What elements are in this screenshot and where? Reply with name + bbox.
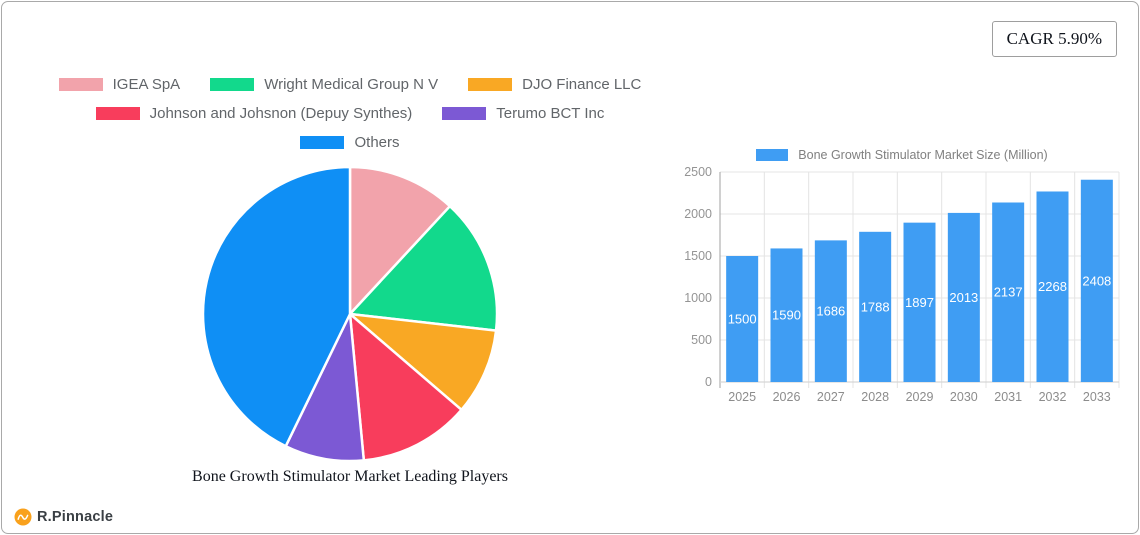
bar-value-label: 2013: [949, 290, 978, 305]
pie-legend-row: Others: [300, 134, 400, 151]
legend-swatch-icon: [58, 78, 103, 91]
bar-value-label: 1788: [861, 299, 890, 314]
bar-value-label: 2408: [1082, 273, 1111, 288]
bar-2030[interactable]: [947, 212, 980, 382]
legend-item-label: DJO Finance LLC: [522, 76, 642, 93]
bar-legend-swatch-icon: [756, 149, 789, 161]
bar-2031[interactable]: [992, 202, 1025, 382]
pie-slice-johnson-and-johsnon-depuy-synthes[interactable]: [348, 312, 463, 462]
x-axis-tick-label: 2031: [994, 390, 1022, 404]
y-axis-tick-label: 0: [705, 375, 712, 389]
pie-slice-others[interactable]: [201, 165, 352, 448]
pie-slice-djo-finance-llc[interactable]: [348, 312, 498, 412]
legend-item-others[interactable]: Others: [300, 134, 400, 151]
bar-chart-legend[interactable]: Bone Growth Stimulator Market Size (Mill…: [672, 148, 1132, 162]
pie-legend: IGEA SpA Wright Medical Group N V DJO Fina…: [22, 76, 678, 151]
pie-slice-wright-medical-group-n-v[interactable]: [348, 204, 499, 332]
bar-value-label: 1686: [816, 304, 845, 319]
legend-item-terumo-bct-inc[interactable]: Terumo BCT Inc: [442, 105, 604, 122]
x-axis-tick-label: 2033: [1083, 390, 1111, 404]
bar-2033[interactable]: [1080, 179, 1113, 382]
legend-item-wright-medical-group-n-v[interactable]: Wright Medical Group N V: [210, 76, 438, 93]
bar-value-label: 1590: [772, 308, 801, 323]
bar-2026[interactable]: [770, 248, 803, 382]
legend-item-johnson-and-johsnon-depuy-synthes[interactable]: Johnson and Johsnon (Depuy Synthes): [95, 105, 413, 122]
bar-chart-plot: 0 500 1000 1500 2000 2500 1500 2025 1590 2026 1686…: [684, 165, 1120, 404]
legend-item-label: Terumo BCT Inc: [496, 105, 605, 122]
pie-chart-title: Bone Growth Stimulator Market Leading Pl…: [192, 468, 508, 485]
x-axis-tick-label: 2030: [950, 390, 978, 404]
legend-swatch-icon: [442, 107, 487, 120]
pie-slice-igea-spa[interactable]: [348, 165, 452, 316]
bar-value-label: 2137: [994, 285, 1023, 300]
x-axis-tick-label: 2028: [861, 390, 889, 404]
legend-item-label: IGEA SpA: [112, 76, 181, 93]
legend-item-label: Johnson and Johsnon (Depuy Synthes): [149, 105, 413, 122]
bar-2025[interactable]: [726, 256, 759, 382]
legend-swatch-icon: [468, 78, 513, 91]
x-axis-tick-label: 2026: [773, 390, 801, 404]
legend-item-igea-spa[interactable]: IGEA SpA: [58, 76, 181, 93]
bar-value-label: 1897: [905, 295, 934, 310]
x-axis-tick-label: 2032: [1039, 390, 1067, 404]
bar-2032[interactable]: [1036, 191, 1069, 382]
brand-logo: R.Pinnacle: [14, 508, 113, 526]
bar-value-label: 1500: [728, 312, 757, 327]
legend-swatch-icon: [95, 107, 140, 120]
y-axis-tick-label: 500: [691, 333, 712, 347]
bar-chart: Bone Growth Stimulator Market Size (Mill…: [672, 142, 1132, 432]
y-axis-tick-label: 2500: [684, 165, 712, 179]
bar-value-label: 2268: [1038, 279, 1067, 294]
legend-swatch-icon: [210, 78, 255, 91]
bar-2027[interactable]: [814, 240, 847, 382]
cagr-badge-label: CAGR 5.90%: [1006, 29, 1102, 48]
bar-2028[interactable]: [859, 231, 892, 382]
bar-legend-label: Bone Growth Stimulator Market Size (Mill…: [798, 148, 1048, 162]
legend-item-label: Others: [354, 134, 400, 151]
x-axis-tick-label: 2029: [906, 390, 934, 404]
pie-legend-row: Johnson and Johsnon (Depuy Synthes) Terum…: [95, 105, 604, 122]
x-axis-tick-label: 2027: [817, 390, 845, 404]
legend-swatch-icon: [300, 136, 345, 149]
y-axis-tick-label: 1500: [684, 249, 712, 263]
y-axis-tick-label: 2000: [684, 207, 712, 221]
x-axis-tick-label: 2025: [728, 390, 756, 404]
legend-item-label: Wright Medical Group N V: [264, 76, 439, 93]
legend-item-djo-finance-llc[interactable]: DJO Finance LLC: [468, 76, 641, 93]
pie-legend-row: IGEA SpA Wright Medical Group N V DJO Fina…: [58, 76, 641, 93]
y-axis-tick-label: 1000: [684, 291, 712, 305]
cagr-badge: CAGR 5.90%: [991, 21, 1117, 57]
pie-chart: [201, 165, 499, 463]
bar-2029[interactable]: [903, 222, 936, 382]
wave-icon: [14, 508, 32, 526]
brand-logo-text: R.Pinnacle: [37, 509, 114, 525]
